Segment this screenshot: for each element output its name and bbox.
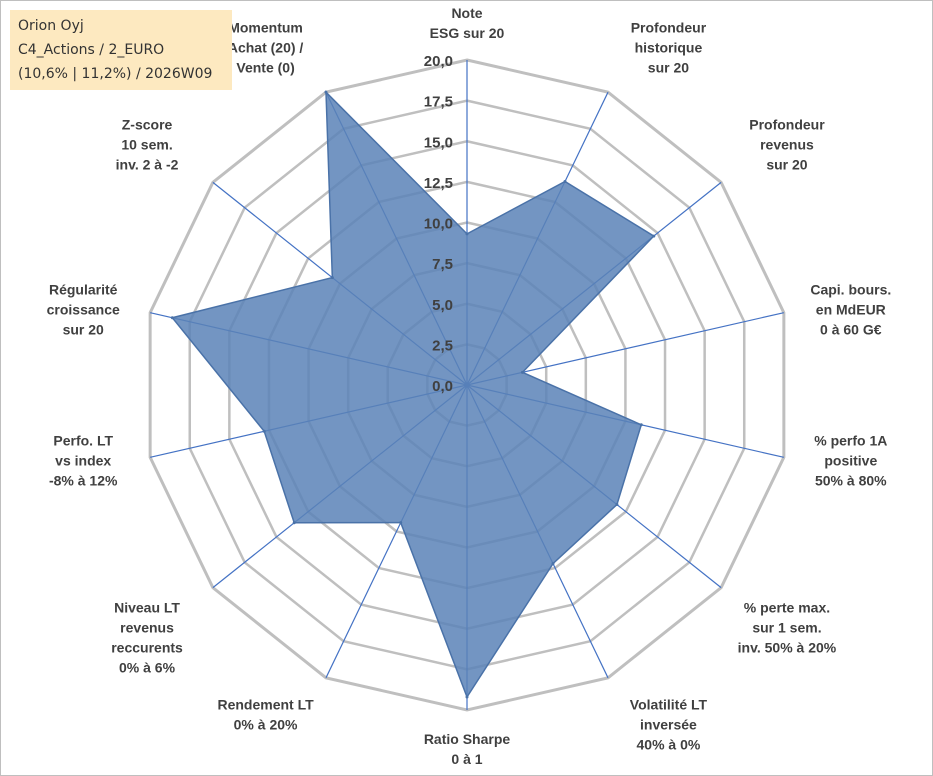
axis-label: croissance <box>47 301 120 317</box>
axis-label: en MdEUR <box>816 301 886 317</box>
axis-label: Ratio Sharpe <box>424 731 511 747</box>
tick-label: 7,5 <box>432 256 453 273</box>
tick-label: 5,0 <box>432 297 453 314</box>
series-point <box>551 562 555 566</box>
axis-label: % perte max. <box>744 600 830 616</box>
series-point <box>652 234 656 238</box>
axis-label: historique <box>635 40 703 56</box>
axis-label: Achat (20) / <box>228 40 304 56</box>
label-layer: Note ESG sur 20 Profondeur historique sur 20… <box>47 5 892 767</box>
series-point <box>639 423 643 427</box>
tick-layer: 0,0 2,5 5,0 7,5 10,0 12,5 15,0 17,5 20,0 <box>424 53 453 395</box>
axis-label-group: % perte max. sur 1 sem. inv. 50% à 20% <box>738 600 837 656</box>
series-point <box>520 370 524 374</box>
axis-label-group: Capi. bours. en MdEUR 0 à 60 G€ <box>810 281 891 337</box>
axis-label: Niveau LT <box>114 600 180 616</box>
axis-label: Régularité <box>49 281 118 297</box>
tick-label: 0,0 <box>432 378 453 395</box>
series-layer <box>170 90 656 699</box>
axis-label: 0 à 60 G€ <box>820 321 882 337</box>
axis-label: 10 sem. <box>121 136 172 152</box>
axis-label: 0% à 6% <box>119 660 176 676</box>
axis-label: sur 20 <box>648 60 689 76</box>
axis-label: Note <box>451 5 482 21</box>
axis-label-group: Z-score 10 sem. inv. 2 à -2 <box>116 116 179 172</box>
series-point <box>292 521 296 525</box>
axis-label: Profondeur <box>631 20 707 36</box>
axis-label: inv. 50% à 20% <box>738 640 837 656</box>
axis-label: vs index <box>55 453 111 469</box>
axis-label: Z-score <box>122 116 173 132</box>
portfolio-name: C4_Actions / 2_EURO <box>18 42 165 58</box>
axis-label: sur 1 sem. <box>752 620 821 636</box>
axis-label: inv. 2 à -2 <box>116 156 179 172</box>
axis-label-group: Perfo. LT vs index -8% à 12% <box>49 433 118 489</box>
info-box: Orion Oyj C4_Actions / 2_EURO (10,6% | 1… <box>10 10 232 90</box>
tick-label: 10,0 <box>424 216 453 233</box>
axis-label-group: Ratio Sharpe 0 à 1 <box>424 731 511 767</box>
axis-label: 0% à 20% <box>234 716 298 732</box>
axis-label: Volatilité LT <box>630 696 708 712</box>
axis-label: 0 à 1 <box>451 751 482 767</box>
axis-label-group: Volatilité LT inversée 40% à 0% <box>630 696 708 752</box>
axis-label: sur 20 <box>63 321 104 337</box>
axis-label: Capi. bours. <box>810 281 891 297</box>
axis-label-group: Profondeur revenus sur 20 <box>749 116 825 172</box>
axis-label: % perfo 1A <box>814 433 887 449</box>
axis-label: Momentum <box>228 20 303 36</box>
axis-label: revenus <box>120 620 174 636</box>
axis-label: Perfo. LT <box>53 433 113 449</box>
tick-label: 2,5 <box>432 337 453 354</box>
series-point <box>465 695 469 699</box>
series-point <box>170 316 174 320</box>
axis-label: inversée <box>640 716 697 732</box>
performance-stats: (10,6% | 11,2%) / 2026W09 <box>18 66 213 82</box>
series-point <box>465 232 469 236</box>
series-point <box>615 503 619 507</box>
axis-label: positive <box>824 453 877 469</box>
axis-label-group: Régularité croissance sur 20 <box>47 281 120 337</box>
tick-label: 17,5 <box>424 94 453 111</box>
tick-label: 20,0 <box>424 53 453 70</box>
axis-label-group: Rendement LT 0% à 20% <box>217 696 314 732</box>
axis-label: -8% à 12% <box>49 473 118 489</box>
series-point <box>563 179 567 183</box>
axis-label-group: % perfo 1A positive 50% à 80% <box>814 433 887 489</box>
axis-label: Rendement LT <box>217 696 314 712</box>
series-point <box>399 521 403 525</box>
axis-label-group: Momentum Achat (20) / Vente (0) <box>228 20 304 76</box>
axis-label: ESG sur 20 <box>430 25 505 41</box>
series-point <box>324 90 328 94</box>
axis-label-group: Profondeur historique sur 20 <box>631 20 707 76</box>
series-point <box>330 276 334 280</box>
axis-label: 50% à 80% <box>815 473 887 489</box>
axis-label-group: Niveau LT revenus reccurents 0% à 6% <box>111 600 183 676</box>
axis-label: reccurents <box>111 640 183 656</box>
axis-label: 40% à 0% <box>637 736 701 752</box>
axis-label: Vente (0) <box>236 60 294 76</box>
tick-label: 15,0 <box>424 134 453 151</box>
company-name: Orion Oyj <box>18 18 84 34</box>
axis-label: sur 20 <box>766 156 807 172</box>
axis-label-group: Note ESG sur 20 <box>430 5 505 41</box>
axis-label: Profondeur <box>749 116 825 132</box>
series-area <box>171 90 655 699</box>
series-point <box>262 429 266 433</box>
axis-label: revenus <box>760 136 814 152</box>
tick-label: 12,5 <box>424 175 453 192</box>
